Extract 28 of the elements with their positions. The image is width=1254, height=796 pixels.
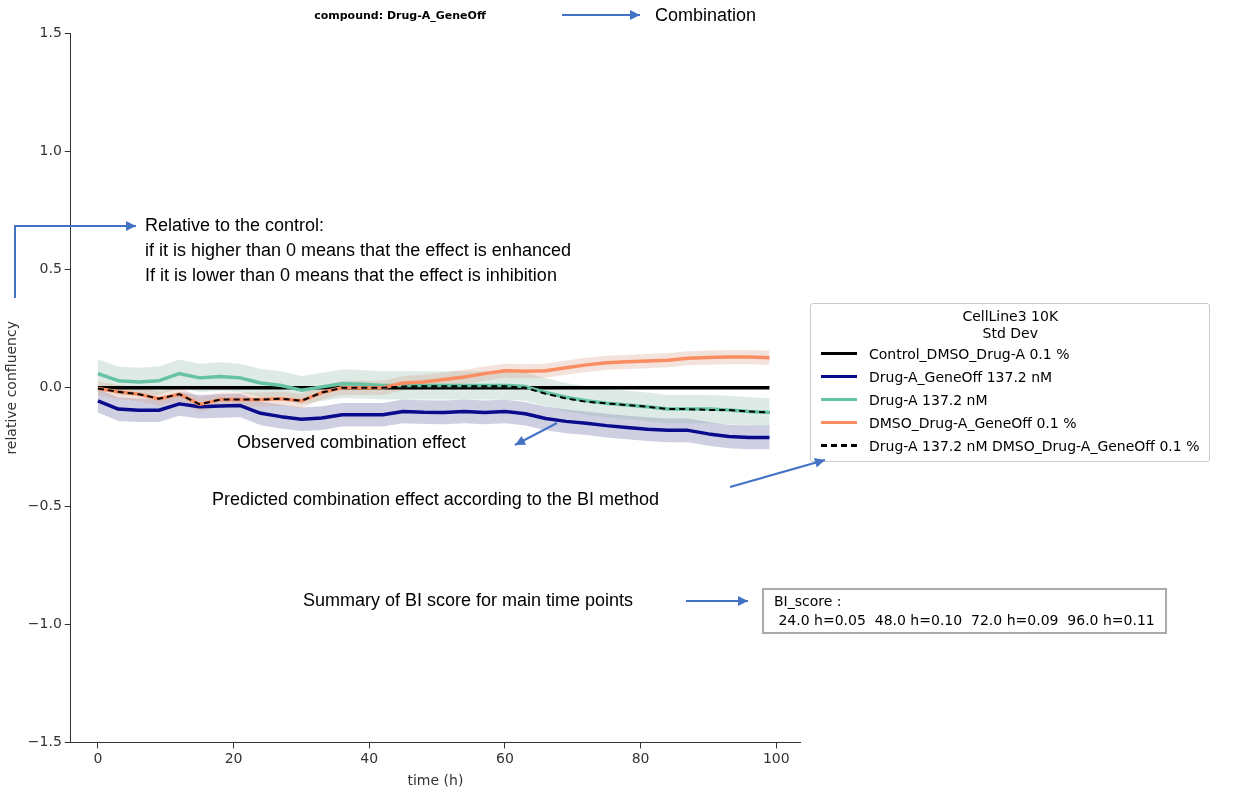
annotation: Summary of BI score for main time points	[303, 589, 634, 612]
x-tick-label: 80	[631, 750, 650, 767]
legend-label: Drug-A 137.2 nM DMSO_Drug-A_GeneOff 0.1 %	[869, 437, 1200, 454]
text: Combination	[655, 4, 757, 27]
y-tick-label: 0.5	[39, 260, 62, 277]
y-axis-title: relative confluency	[3, 321, 20, 455]
annotation: Predicted combination effect according to the BI method	[212, 488, 659, 511]
x-axis-title: time (h)	[407, 772, 464, 789]
annotation: Relative to the control: if it is higher than 0 means that the effect is enhanced If it is lower than 0 means that the effect is inhibition	[145, 214, 571, 287]
y-tick-label: 1.0	[39, 142, 62, 159]
y-tick-label: −1.0	[27, 614, 62, 631]
y-tick-label: −1.5	[27, 733, 62, 750]
annotation: Observed combination effect	[237, 431, 466, 454]
legend-label: Drug-A_GeneOff 137.2 nM	[869, 368, 1053, 385]
legend-label: Control_DMSO_Drug-A 0.1 %	[869, 345, 1070, 362]
x-tick-label: 0	[93, 750, 103, 767]
x-tick-label: 20	[224, 750, 243, 767]
y-tick-label: −0.5	[27, 496, 62, 513]
chart-title: compound: Drug-A_GeneOff	[314, 9, 486, 23]
legend-title: CellLine3 10K Std Dev	[961, 308, 1060, 342]
legend-label: DMSO_Drug-A_GeneOff 0.1 %	[869, 414, 1077, 431]
annotation: BI_score : 24.0 h=0.05 48.0 h=0.10 72.0 h=0.09 96.0 h=0.11	[762, 588, 1167, 634]
x-tick-label: 40	[360, 750, 379, 767]
x-tick-label: 60	[496, 750, 514, 767]
y-tick-label: 1.5	[39, 23, 62, 40]
y-tick-label: 0.0	[39, 378, 62, 395]
legend-label: Drug-A 137.2 nM	[869, 391, 988, 408]
x-tick-label: 100	[762, 750, 790, 767]
